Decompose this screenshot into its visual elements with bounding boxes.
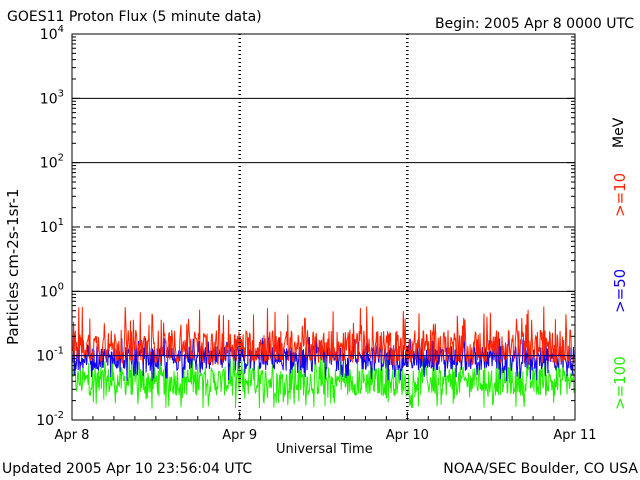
series-layer xyxy=(72,306,575,409)
y-tick-label: 100 xyxy=(40,281,64,300)
grid-layer xyxy=(72,34,575,420)
legend-unit-mev: MeV xyxy=(611,117,627,148)
legend-series-10: >=10 xyxy=(611,172,629,217)
updated-timestamp: Updated 2005 Apr 10 23:56:04 UTC xyxy=(2,461,253,477)
legend-series-50: >=50 xyxy=(611,268,629,313)
y-tick-label: 10-2 xyxy=(36,410,64,429)
y-tick-label: 104 xyxy=(40,24,64,43)
series-line-ge10 xyxy=(72,306,575,366)
credit-text: NOAA/SEC Boulder, CO USA xyxy=(443,461,638,477)
x-axis-label: Universal Time xyxy=(276,442,373,457)
y-tick-label: 103 xyxy=(40,88,64,107)
y-tick-label: 102 xyxy=(40,153,64,172)
axis-layer: 10-2 10-1 100 101 102 103 104 Apr 8 Apr 9 Apr 10 A… xyxy=(36,24,596,443)
y-tick-label: 10-1 xyxy=(36,346,64,365)
x-tick-label: Apr 9 xyxy=(222,428,257,443)
y-axis-label: Particles cm-2s-1sr-1 xyxy=(4,188,22,345)
y-tick-label: 101 xyxy=(40,217,64,236)
x-tick-label: Apr 11 xyxy=(553,428,596,443)
chart-title: GOES11 Proton Flux (5 minute data) xyxy=(7,9,262,25)
series-line-ge100 xyxy=(72,355,575,409)
legend-series-100: >=100 xyxy=(611,356,629,410)
x-tick-label: Apr 8 xyxy=(55,428,90,443)
x-tick-label: Apr 10 xyxy=(386,428,429,443)
begin-time: Begin: 2005 Apr 8 0000 UTC xyxy=(435,16,634,32)
